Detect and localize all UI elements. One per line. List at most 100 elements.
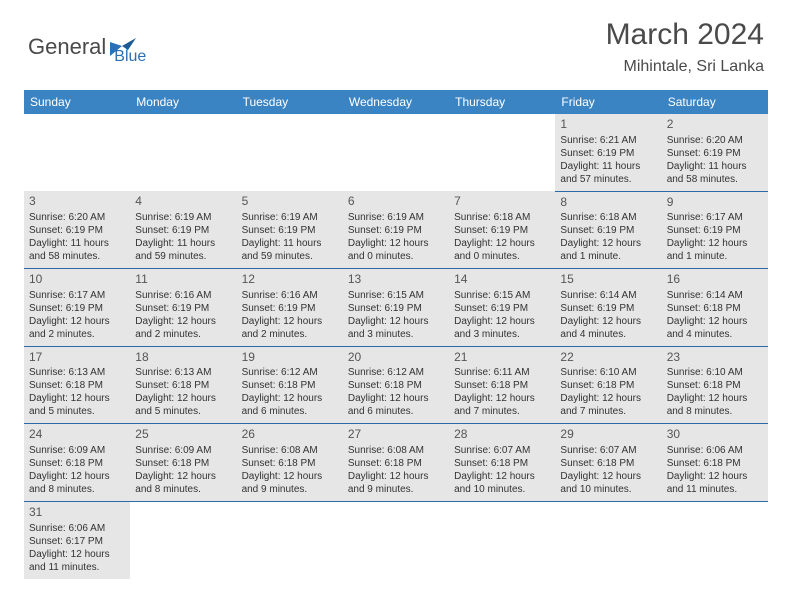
day-number: 27 [348,427,444,443]
day-number: 16 [667,272,763,288]
day-info-line: Sunrise: 6:14 AM [667,289,763,302]
day-info-line: Sunset: 6:18 PM [560,457,656,470]
calendar-empty-cell [130,501,236,578]
day-info-line: Sunrise: 6:19 AM [135,211,231,224]
day-info-line: Sunrise: 6:08 AM [348,444,444,457]
day-info-line: Daylight: 12 hours [135,470,231,483]
day-info-line: Sunset: 6:18 PM [454,457,550,470]
day-info-line: and 59 minutes. [242,250,338,263]
day-info-line: Daylight: 12 hours [135,315,231,328]
day-number: 6 [348,194,444,210]
day-info-line: and 1 minute. [667,250,763,263]
calendar-empty-cell [555,501,661,578]
calendar-day-cell: 9Sunrise: 6:17 AMSunset: 6:19 PMDaylight… [662,191,768,269]
calendar-day-cell: 27Sunrise: 6:08 AMSunset: 6:18 PMDayligh… [343,424,449,502]
day-number: 19 [242,350,338,366]
calendar-empty-cell [449,114,555,191]
day-info-line: Daylight: 12 hours [348,392,444,405]
day-info-line: Sunrise: 6:13 AM [29,366,125,379]
day-info-line: Daylight: 12 hours [242,315,338,328]
day-info-line: Daylight: 12 hours [29,392,125,405]
day-info-line: and 7 minutes. [454,405,550,418]
day-info-line: Sunset: 6:18 PM [348,379,444,392]
day-info-line: Daylight: 12 hours [560,237,656,250]
day-number: 13 [348,272,444,288]
day-number: 11 [135,272,231,288]
day-number: 30 [667,427,763,443]
day-number: 28 [454,427,550,443]
calendar-week-row: 31Sunrise: 6:06 AMSunset: 6:17 PMDayligh… [24,501,768,578]
day-info-line: Sunrise: 6:12 AM [348,366,444,379]
day-info-line: Sunset: 6:18 PM [135,379,231,392]
day-info-line: Sunrise: 6:16 AM [135,289,231,302]
day-info-line: Sunset: 6:19 PM [454,302,550,315]
day-info-line: Sunset: 6:19 PM [348,302,444,315]
day-info-line: Sunset: 6:19 PM [242,302,338,315]
calendar-day-cell: 21Sunrise: 6:11 AMSunset: 6:18 PMDayligh… [449,346,555,424]
day-number: 7 [454,194,550,210]
calendar-day-cell: 18Sunrise: 6:13 AMSunset: 6:18 PMDayligh… [130,346,236,424]
day-info-line: Daylight: 12 hours [454,392,550,405]
calendar-day-cell: 11Sunrise: 6:16 AMSunset: 6:19 PMDayligh… [130,269,236,347]
day-info-line: Daylight: 12 hours [29,315,125,328]
day-info-line: Sunset: 6:19 PM [29,302,125,315]
calendar-day-cell: 8Sunrise: 6:18 AMSunset: 6:19 PMDaylight… [555,191,661,269]
calendar-day-cell: 14Sunrise: 6:15 AMSunset: 6:19 PMDayligh… [449,269,555,347]
day-info-line: and 0 minutes. [454,250,550,263]
day-info-line: and 2 minutes. [242,328,338,341]
day-info-line: and 5 minutes. [135,405,231,418]
day-info-line: Sunset: 6:18 PM [29,379,125,392]
calendar-week-row: 24Sunrise: 6:09 AMSunset: 6:18 PMDayligh… [24,424,768,502]
calendar-day-cell: 7Sunrise: 6:18 AMSunset: 6:19 PMDaylight… [449,191,555,269]
location: Mihintale, Sri Lanka [606,58,764,76]
day-info-line: Sunrise: 6:11 AM [454,366,550,379]
calendar-empty-cell [237,501,343,578]
day-info-line: and 3 minutes. [454,328,550,341]
day-number: 24 [29,427,125,443]
weekday-header: Tuesday [237,90,343,114]
weekday-header: Thursday [449,90,555,114]
calendar-empty-cell [24,114,130,191]
day-number: 4 [135,194,231,210]
day-info-line: and 8 minutes. [135,483,231,496]
calendar-empty-cell [343,501,449,578]
day-info-line: Sunset: 6:19 PM [560,224,656,237]
day-info-line: Sunrise: 6:13 AM [135,366,231,379]
day-number: 25 [135,427,231,443]
day-info-line: Sunset: 6:19 PM [667,147,763,160]
day-info-line: Daylight: 11 hours [135,237,231,250]
day-info-line: and 6 minutes. [242,405,338,418]
title-block: March 2024 Mihintale, Sri Lanka [606,18,764,76]
day-info-line: and 9 minutes. [348,483,444,496]
calendar-day-cell: 12Sunrise: 6:16 AMSunset: 6:19 PMDayligh… [237,269,343,347]
calendar-week-row: 1Sunrise: 6:21 AMSunset: 6:19 PMDaylight… [24,114,768,191]
day-info-line: Sunrise: 6:07 AM [454,444,550,457]
day-info-line: and 6 minutes. [348,405,444,418]
weekday-header: Sunday [24,90,130,114]
calendar-day-cell: 25Sunrise: 6:09 AMSunset: 6:18 PMDayligh… [130,424,236,502]
day-info-line: Sunrise: 6:10 AM [667,366,763,379]
day-info-line: Daylight: 12 hours [667,315,763,328]
weekday-header: Monday [130,90,236,114]
day-info-line: Daylight: 12 hours [667,470,763,483]
day-info-line: Daylight: 11 hours [560,160,656,173]
calendar-empty-cell [130,114,236,191]
day-info-line: Sunset: 6:19 PM [29,224,125,237]
day-info-line: Sunset: 6:18 PM [667,302,763,315]
day-number: 12 [242,272,338,288]
day-info-line: Sunset: 6:18 PM [560,379,656,392]
weekday-header: Wednesday [343,90,449,114]
day-info-line: Daylight: 11 hours [667,160,763,173]
day-info-line: Daylight: 12 hours [454,470,550,483]
day-info-line: and 3 minutes. [348,328,444,341]
day-number: 1 [560,117,656,133]
calendar-week-row: 3Sunrise: 6:20 AMSunset: 6:19 PMDaylight… [24,191,768,269]
day-info-line: Sunset: 6:18 PM [242,379,338,392]
day-info-line: Sunset: 6:19 PM [454,224,550,237]
day-info-line: Sunrise: 6:09 AM [135,444,231,457]
calendar-week-row: 10Sunrise: 6:17 AMSunset: 6:19 PMDayligh… [24,269,768,347]
day-info-line: Sunrise: 6:18 AM [560,211,656,224]
day-info-line: Daylight: 12 hours [667,392,763,405]
weekday-header: Saturday [662,90,768,114]
day-info-line: Sunrise: 6:15 AM [348,289,444,302]
